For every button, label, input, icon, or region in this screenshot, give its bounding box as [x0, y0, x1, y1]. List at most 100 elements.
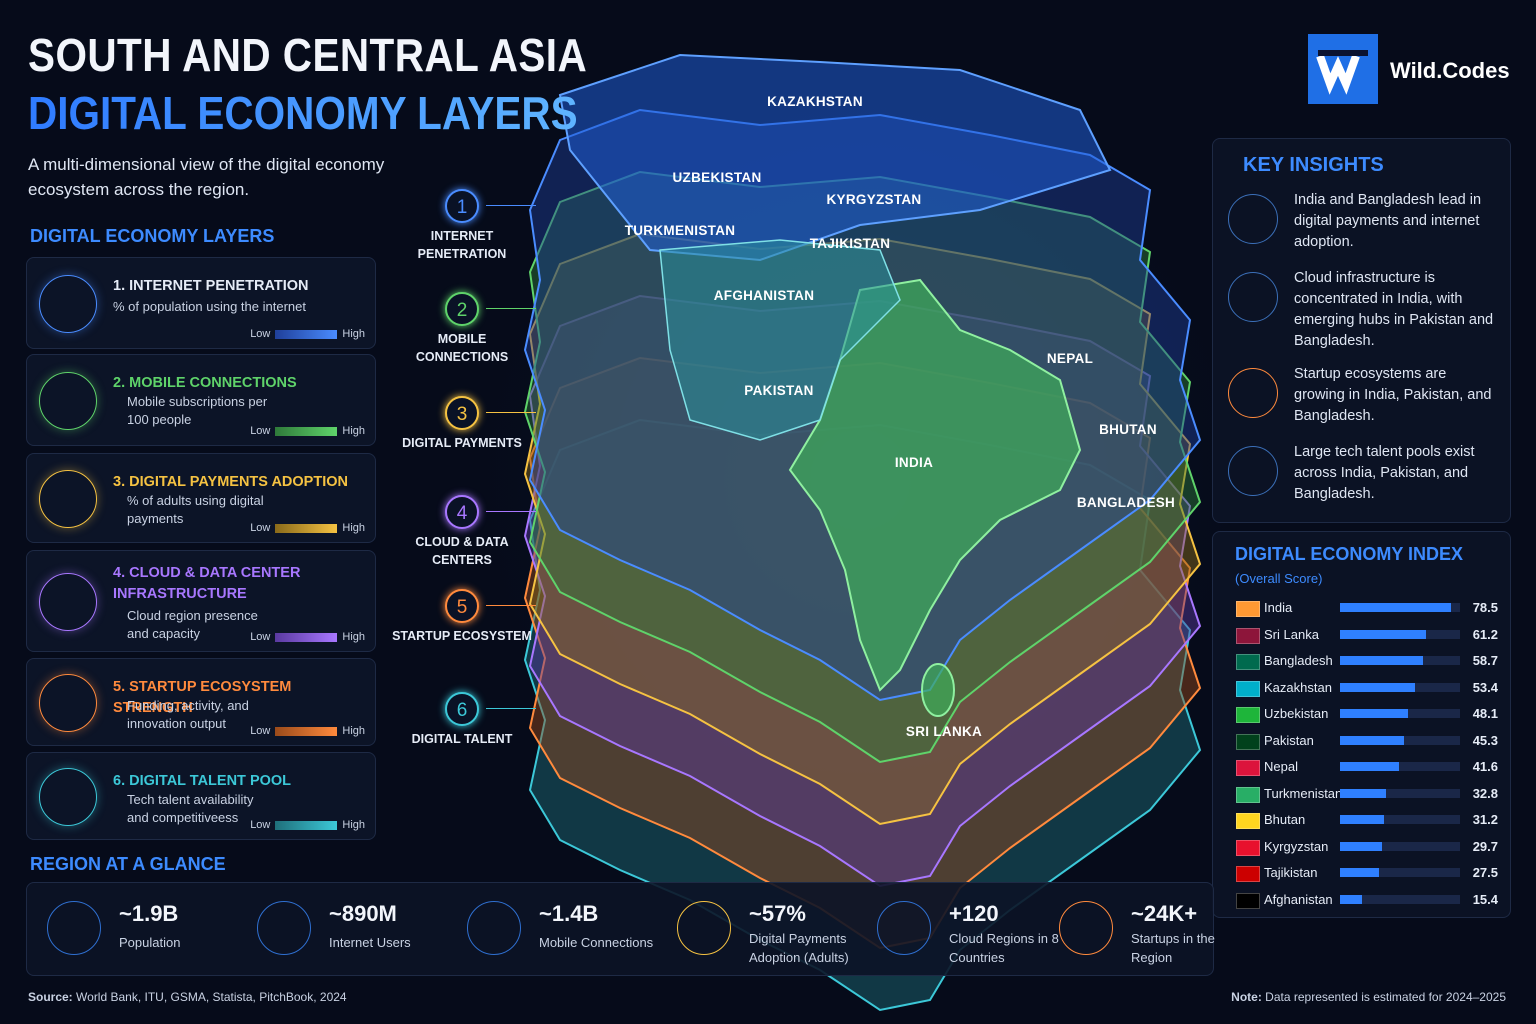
- country-name: Pakistan: [1264, 732, 1314, 748]
- flag: [1236, 786, 1260, 803]
- marker-connector: [486, 511, 536, 512]
- country-labels: KAZAKHSTAN UZBEKISTAN KYRGYZSTAN TURKMENIST…: [625, 94, 1175, 739]
- layer-title: 5. STARTUP ECOSYSTEM STRENGTH: [113, 679, 292, 716]
- index-row: Bangladesh 58.7: [1236, 650, 1498, 672]
- layer-card: 6. DIGITAL TALENT POOL Tech talent availa…: [26, 752, 376, 840]
- flag: [1236, 680, 1260, 697]
- score-value: 29.7: [1472, 838, 1498, 854]
- layer-legend: Low High: [250, 631, 365, 643]
- glance-label: Startups in the Region: [1131, 931, 1215, 965]
- score-value: 61.2: [1472, 626, 1498, 642]
- insight-icon: [1228, 272, 1278, 322]
- index-row: Kyrgyzstan 29.7: [1236, 836, 1498, 858]
- layer-description: % of adults using digital payments: [127, 493, 264, 526]
- score-bar: [1340, 603, 1451, 612]
- layer-marker: 3: [445, 396, 479, 430]
- bar-track: [1340, 841, 1460, 851]
- legend-ramp: [275, 632, 338, 642]
- glance-label: Population: [119, 935, 181, 950]
- layer-legend: Low High: [250, 425, 365, 437]
- flag: [1236, 733, 1260, 750]
- legend-ramp: [275, 820, 338, 830]
- marker-label: DIGITAL TALENT: [411, 732, 513, 746]
- afpak-shape: [659, 239, 901, 441]
- layer-marker: 2: [445, 292, 479, 326]
- legend-low: Low: [250, 328, 271, 340]
- legend-ramp: [275, 329, 338, 339]
- legend-ramp: [275, 426, 338, 436]
- score-bar: [1340, 894, 1362, 904]
- title-line1: SOUTH AND CENTRAL ASIA: [28, 29, 588, 81]
- score-value: 32.8: [1472, 785, 1498, 801]
- insight: India and Bangladesh lead in digital pay…: [1228, 190, 1498, 270]
- index-panel: [1212, 531, 1511, 918]
- marker-label: MOBILE CONNECTIONS: [415, 332, 509, 364]
- subtitle: A multi-dimensional view of the digital …: [28, 155, 385, 199]
- flag: [1236, 654, 1260, 670]
- glance-icon: [1059, 901, 1113, 955]
- glance-icon: [467, 901, 521, 955]
- layer-marker: 4: [445, 495, 479, 529]
- legend-high: High: [342, 819, 365, 831]
- flag: [1236, 892, 1260, 909]
- india-shape: [788, 278, 1082, 692]
- insight-text: India and Bangladesh lead in digital pay…: [1294, 192, 1482, 250]
- country-name: Kyrgyzstan: [1264, 838, 1329, 854]
- score-value: 45.3: [1472, 732, 1498, 748]
- layer-title: 4. CLOUD & DATA CENTER INFRASTRUCTURE: [113, 565, 301, 602]
- brand-logo: [1308, 34, 1378, 104]
- marker-label: CLOUD & DATA CENTERS: [415, 535, 509, 567]
- marker-connector: [486, 605, 536, 606]
- bar-track: [1340, 894, 1460, 904]
- insight: Startup ecosystems are growing in India,…: [1228, 364, 1498, 444]
- layer-title: 3. DIGITAL PAYMENTS ADOPTION: [113, 474, 348, 490]
- marker-label: STARTUP ECOSYSTEM: [392, 629, 532, 643]
- layer-legend: Low High: [250, 725, 365, 737]
- title-line2: DIGITAL ECONOMY LAYERS: [28, 87, 578, 139]
- marker-label: DIGITAL PAYMENTS: [402, 436, 522, 450]
- country-label: KAZAKHSTAN: [767, 94, 863, 109]
- glance-value: +120: [949, 901, 999, 926]
- score-value: 58.7: [1472, 653, 1498, 668]
- flag: [1236, 601, 1260, 617]
- marker-connector: [486, 708, 536, 709]
- glance-value: ~24K+: [1131, 901, 1198, 926]
- source: Source: World Bank, ITU, GSMA, Statista,…: [28, 990, 347, 1004]
- glance-icon: [47, 901, 101, 955]
- country-name: Uzbekistan: [1264, 706, 1329, 721]
- index-row: Nepal 41.6: [1236, 756, 1498, 778]
- insight-icon: [1228, 446, 1278, 496]
- legend-high: High: [342, 522, 365, 534]
- score-value: 53.4: [1472, 679, 1498, 695]
- country-label: INDIA: [895, 455, 933, 470]
- score-value: 41.6: [1472, 759, 1498, 774]
- country-name: Afghanistan: [1264, 891, 1333, 907]
- insight: Large tech talent pools exist across Ind…: [1228, 442, 1498, 522]
- layer-title: 2. MOBILE CONNECTIONS: [113, 375, 297, 391]
- insight: Cloud infrastructure is concentrated in …: [1228, 268, 1498, 349]
- flag: [1236, 760, 1260, 776]
- logo-w: [1316, 54, 1360, 95]
- country-label: BHUTAN: [1099, 422, 1157, 437]
- index-row: Bhutan 31.2: [1236, 809, 1498, 831]
- marker-connector: [486, 308, 536, 309]
- insight-text: Large tech talent pools exist across Ind…: [1294, 444, 1475, 502]
- country-name: Bhutan: [1264, 812, 1306, 827]
- layer-card: 5. STARTUP ECOSYSTEM STRENGTH Funding, ac…: [26, 658, 376, 746]
- layer-description: Tech talent availability and competitive…: [127, 792, 254, 825]
- score-value: 31.2: [1472, 812, 1498, 827]
- layer-icon: [39, 674, 97, 732]
- score-bar: [1340, 762, 1399, 771]
- score-bar: [1340, 629, 1427, 639]
- score-bar: [1340, 788, 1387, 798]
- index-row: Uzbekistan 48.1: [1236, 703, 1498, 725]
- layer-description: Mobile subscriptions per 100 people: [127, 394, 268, 427]
- country-name: Nepal: [1264, 759, 1298, 774]
- glance-panel: ~1.9B Population ~890M Internet Users ~1.4B M…: [26, 882, 1215, 976]
- marker-label: INTERNET PENETRATION: [417, 229, 507, 261]
- sri-lanka-shape: [921, 663, 955, 717]
- country-label: SRI LANKA: [906, 724, 982, 739]
- glance-value: ~1.9B: [119, 901, 179, 926]
- marker-connector: [486, 205, 536, 206]
